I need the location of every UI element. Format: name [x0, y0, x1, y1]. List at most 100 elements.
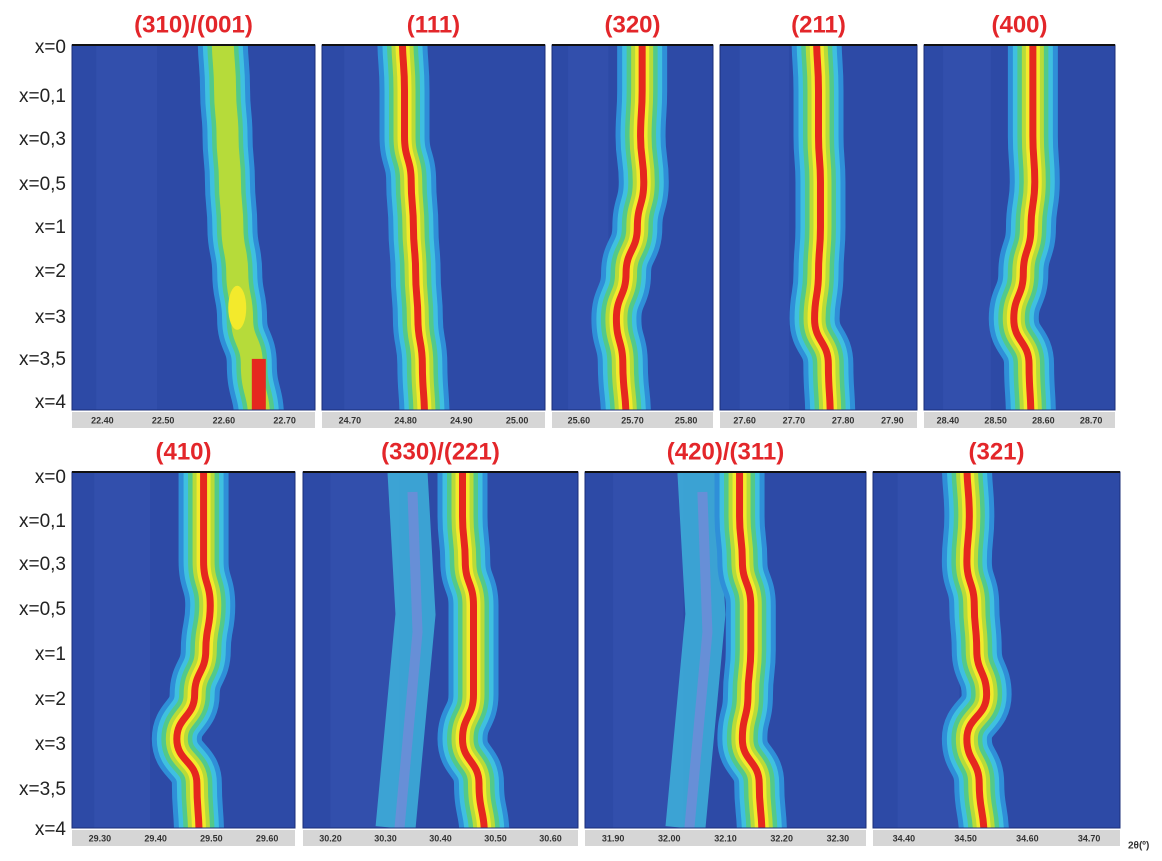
- row-label: x=3: [35, 307, 66, 328]
- contours: [344, 45, 450, 410]
- tick-label: 32.00: [658, 833, 681, 843]
- panel-title: (420)/(311): [667, 438, 784, 465]
- row-label: x=0,1: [19, 511, 66, 532]
- tick-label: 22.70: [273, 415, 296, 425]
- panel-title: (321): [968, 438, 1024, 465]
- tick-label: 28.50: [984, 415, 1007, 425]
- tick-label: 29.30: [89, 833, 112, 843]
- tick-label: 27.70: [783, 415, 806, 425]
- ridge: [173, 472, 214, 828]
- tick-label: 29.50: [200, 833, 223, 843]
- contours: [94, 472, 236, 828]
- row-label: x=4: [35, 392, 67, 413]
- panel-title: (320): [604, 11, 660, 38]
- tick-label: 24.70: [339, 415, 362, 425]
- tick-label: 24.80: [394, 415, 417, 425]
- row-label: x=0,3: [19, 554, 66, 575]
- row-label: x=3: [35, 734, 66, 755]
- tick-label: 30.60: [539, 833, 562, 843]
- heatmap-panel: 29.30 29.40 29.50 29.60 (410): [71, 438, 296, 846]
- ridge: [1010, 45, 1039, 410]
- tick-label: 22.40: [91, 415, 114, 425]
- ridge: [211, 45, 270, 410]
- heatmap-panel: 27.60 27.70 27.80 27.90 (211): [719, 11, 918, 428]
- row-label: x=0: [35, 467, 66, 488]
- axis-label: 2θ(º): [1128, 841, 1149, 852]
- contours: [330, 472, 510, 828]
- contours: [897, 472, 1012, 828]
- ridge: [458, 472, 488, 828]
- row-label: x=0,5: [19, 174, 66, 195]
- tick-label: 31.90: [602, 833, 625, 843]
- heatmap-panel: 31.90 32.00 32.10 32.20 32.30 (420)/(311): [584, 438, 867, 846]
- panel-title: (330)/(221): [381, 438, 500, 465]
- tick-strip: [585, 830, 866, 846]
- tick-label: 32.20: [770, 833, 793, 843]
- shade: [94, 472, 151, 828]
- contours: [613, 472, 787, 828]
- tick-label: 32.10: [714, 833, 737, 843]
- panel-title: (211): [791, 11, 846, 38]
- ridge: [736, 472, 766, 828]
- row-label: x=1: [35, 217, 66, 238]
- tick-label: 22.50: [152, 415, 175, 425]
- side-ridge: [394, 491, 423, 828]
- panel-title: (310)/(001): [134, 11, 253, 38]
- peak: [251, 358, 266, 410]
- tick-label: 28.60: [1032, 415, 1055, 425]
- row-label: x=4: [35, 819, 67, 840]
- tick-strip: [924, 412, 1115, 428]
- row-label: x=1: [35, 644, 66, 665]
- side-ridge: [684, 491, 713, 828]
- heatmap-panel: 22.40 22.50 22.60 22.70 (310)/(001): [71, 11, 316, 428]
- heatmap-panel: 30.20 30.30 30.40 30.50 30.60 (330)/(221): [302, 438, 579, 846]
- tick-label: 34.50: [954, 833, 977, 843]
- shade: [739, 45, 789, 410]
- row-label: x=3,5: [19, 349, 66, 370]
- tick-label: 27.60: [733, 415, 756, 425]
- tick-label: 25.60: [568, 415, 591, 425]
- tick-strip: [873, 830, 1120, 846]
- tick-label: 30.40: [429, 833, 452, 843]
- row-label: x=0: [35, 37, 66, 58]
- contours: [739, 45, 856, 410]
- row-label: x=0,1: [19, 86, 66, 107]
- tick-label: 30.50: [484, 833, 507, 843]
- ridge: [398, 45, 428, 410]
- tick-label: 25.70: [621, 415, 644, 425]
- ridge: [612, 45, 648, 410]
- ridge: [963, 472, 991, 828]
- tick-label: 29.60: [256, 833, 279, 843]
- shade: [943, 45, 991, 410]
- tick-label: 25.80: [675, 415, 698, 425]
- tick-label: 24.90: [450, 415, 473, 425]
- row-label: x=0,3: [19, 129, 66, 150]
- peak: [228, 285, 247, 330]
- tick-label: 29.40: [144, 833, 167, 843]
- tick-strip: [72, 412, 315, 428]
- tick-strip: [322, 412, 545, 428]
- tick-label: 34.70: [1078, 833, 1101, 843]
- panel-title: (400): [991, 11, 1047, 38]
- row-label: x=0,5: [19, 599, 66, 620]
- tick-strip: [720, 412, 917, 428]
- ridge: [811, 45, 834, 410]
- tick-label: 28.70: [1080, 415, 1103, 425]
- tick-label: 27.80: [832, 415, 855, 425]
- tick-strip: [72, 830, 295, 846]
- row-label: x=3,5: [19, 779, 66, 800]
- tick-label: 30.30: [374, 833, 397, 843]
- heatmap-panel: 25.60 25.70 25.80 (320): [551, 11, 714, 428]
- heatmap-panel: 28.40 28.50 28.60 28.70 (400): [923, 11, 1116, 428]
- tick-label: 34.40: [893, 833, 916, 843]
- panel-title: (410): [155, 438, 211, 465]
- tick-strip: [303, 830, 578, 846]
- tick-label: 27.90: [881, 415, 904, 425]
- contours: [943, 45, 1060, 410]
- contours: [96, 45, 284, 410]
- heatmap-panel: 24.70 24.80 24.90 25.00 (111): [321, 11, 546, 428]
- tick-label: 34.60: [1016, 833, 1039, 843]
- row-label: x=2: [35, 689, 66, 710]
- shade: [96, 45, 158, 410]
